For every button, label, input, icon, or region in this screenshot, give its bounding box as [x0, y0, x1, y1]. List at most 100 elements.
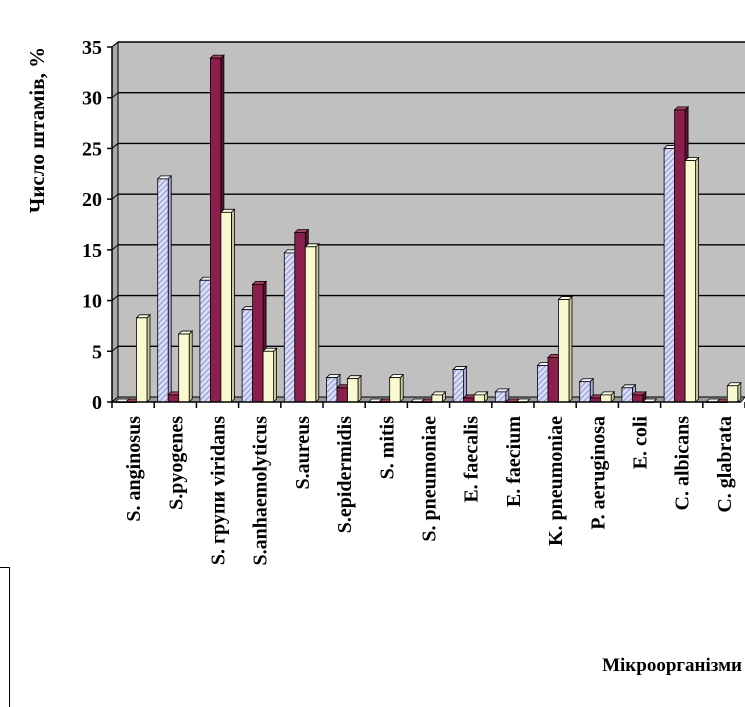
bar-top	[673, 106, 690, 111]
x-tick-label: S. групи viridans	[208, 416, 230, 565]
bar-top	[293, 229, 310, 234]
bar-top	[262, 347, 278, 352]
bar	[600, 394, 612, 403]
x-axis-title: Мікроорганізми	[602, 655, 742, 676]
bar-top	[557, 296, 573, 300]
x-tick-label: E. coli	[630, 416, 652, 470]
gridline-diag	[111, 244, 119, 251]
bar-top	[325, 374, 341, 379]
bar	[326, 377, 338, 403]
x-tick-label: E. faecium	[503, 416, 525, 507]
y-tick-label: 25	[82, 138, 102, 160]
bar-top	[473, 391, 489, 396]
bar-top	[219, 208, 236, 213]
y-tick-label: 30	[82, 88, 102, 110]
y-tick-label: 0	[92, 392, 102, 414]
bar-side	[167, 174, 172, 403]
bar-top	[631, 391, 647, 396]
bar-top	[599, 391, 616, 396]
bar	[283, 252, 296, 403]
x-tick-label: K. pneumoniae	[545, 416, 567, 546]
bar-top	[209, 54, 225, 59]
gridline-diag	[111, 41, 119, 48]
bar-top	[578, 378, 595, 383]
bar	[199, 279, 211, 403]
x-tick-label: S. anginosus	[123, 416, 145, 522]
y-tick-label: 20	[82, 189, 102, 211]
bar	[558, 299, 570, 403]
bar	[726, 385, 739, 403]
x-tick-label: P. aeruginosa	[587, 416, 609, 530]
bar-side	[315, 242, 320, 403]
bar-side	[146, 313, 151, 403]
gridline-diag	[111, 295, 119, 301]
bar-top	[156, 175, 173, 180]
bar	[136, 317, 148, 403]
gridline-diag	[111, 92, 119, 99]
y-tick-label: 5	[92, 341, 102, 363]
gridline-diag	[111, 143, 119, 149]
bar-top	[494, 388, 510, 393]
bar-side	[399, 373, 404, 403]
x-tick-label: S. mitis	[376, 416, 398, 480]
bar-top	[251, 280, 268, 285]
bar	[336, 387, 348, 403]
bar	[621, 387, 633, 403]
bar-top	[620, 384, 637, 389]
bar-top	[304, 243, 320, 248]
bar	[262, 350, 275, 403]
bar	[663, 148, 675, 403]
x-tick-label: S.pyogenes	[165, 416, 187, 510]
bar	[241, 309, 254, 403]
bar	[473, 394, 486, 403]
bar	[304, 246, 317, 403]
bar	[632, 394, 644, 403]
bar-top	[388, 374, 405, 379]
bar-side	[568, 295, 573, 403]
bar	[347, 378, 359, 403]
bar	[547, 356, 559, 403]
y-tick-label: 15	[82, 240, 102, 262]
bar	[167, 394, 180, 403]
y-axis-title: Число штамів, %	[25, 47, 49, 213]
x-tick-label: S.aureus	[292, 416, 314, 490]
side-frame	[0, 567, 10, 707]
y-tick-label: 35	[82, 37, 102, 59]
bar	[294, 232, 306, 403]
bar	[684, 160, 696, 403]
bar	[494, 391, 507, 403]
bar-side	[357, 374, 362, 403]
bar	[674, 109, 686, 403]
y-tick-label: 10	[82, 291, 102, 313]
bar	[389, 377, 401, 403]
bar	[452, 369, 465, 403]
bar-top	[684, 157, 700, 162]
bar	[220, 211, 232, 403]
bar	[252, 283, 264, 403]
bar-top	[177, 330, 194, 335]
x-tick-label: E. faecalis	[461, 416, 483, 503]
bar-side	[230, 208, 235, 403]
x-tick-label: S. pneumoniae	[419, 416, 441, 542]
bar-top	[135, 314, 151, 319]
bar-top	[430, 391, 447, 396]
labels-group: 0 5 10 15 20 25 30 35 S. anginosus S.pyogenes S. г…	[82, 37, 736, 565]
bar	[209, 57, 222, 403]
bars-group	[114, 54, 742, 403]
axes-group	[107, 46, 745, 408]
x-tick-label: S.anhaemolyticus	[250, 416, 272, 566]
plot-side-wall	[111, 40, 119, 404]
x-tick-label: C. glabrata	[714, 416, 736, 513]
bar	[178, 333, 190, 403]
bar	[157, 178, 169, 403]
bar-side	[188, 330, 193, 403]
bar-side	[273, 347, 278, 403]
bar-top	[726, 382, 742, 387]
bar-side	[695, 156, 699, 403]
bar-top	[452, 366, 468, 370]
gridline-diag	[111, 345, 119, 352]
gridline-diag	[111, 193, 119, 200]
bar	[537, 365, 549, 403]
bar	[579, 381, 591, 403]
